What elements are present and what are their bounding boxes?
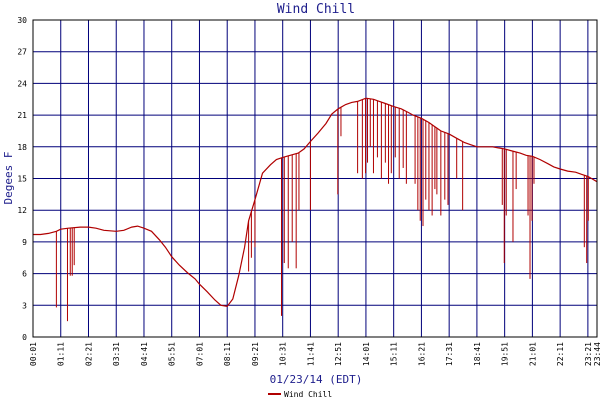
x-tick-label: 15:11	[390, 342, 399, 366]
x-tick-label: 16:21	[417, 342, 426, 366]
y-tick-label: 3	[22, 301, 27, 310]
x-tick-label: 22:11	[556, 342, 565, 366]
x-tick-labels: 00:01 01:11 02:21 03:31 04:41 05:51 07:01 08:11…	[29, 342, 600, 366]
chart-title: Wind Chill	[277, 2, 355, 17]
y-tick-label: 0	[22, 333, 27, 342]
x-tick-label: 19:51	[501, 342, 510, 366]
x-tick-label: 07:01	[195, 342, 204, 366]
plot-border	[32, 19, 598, 338]
y-tick-label: 9	[22, 238, 27, 247]
x-tick-label: 03:31	[112, 342, 121, 366]
y-tick-labels: 0 3 6 9 12 15 18 21 24 27 30	[17, 16, 27, 342]
x-tick-label: 21:01	[528, 342, 537, 366]
y-tick-label: 12	[17, 206, 27, 215]
x-tick-label: 00:01	[29, 342, 38, 366]
y-tick-label: 24	[17, 79, 27, 88]
series-group	[33, 97, 598, 322]
series-line	[33, 97, 598, 308]
x-tick-label: 01:11	[57, 342, 66, 366]
x-tick-label: 12:51	[334, 342, 343, 366]
x-tick-label: 10:31	[279, 342, 288, 366]
x-tick-label: 08:11	[223, 342, 232, 366]
x-tick-label: 23:44	[593, 342, 600, 366]
y-tick-label: 18	[17, 143, 27, 152]
x-tick-label: 14:01	[362, 342, 371, 366]
legend-label: Wind Chill	[284, 390, 332, 399]
x-axis-label: 01/23/14 (EDT)	[270, 373, 363, 386]
x-tick-label: 17:31	[445, 342, 454, 366]
y-axis-label: Degees F	[2, 152, 15, 205]
y-tick-label: 6	[22, 270, 27, 279]
x-tick-label: 04:41	[140, 342, 149, 366]
x-tick-label: 11:41	[306, 342, 315, 366]
x-tick-label: 18:41	[473, 342, 482, 366]
y-tick-label: 15	[17, 175, 27, 184]
grid	[32, 19, 598, 338]
y-tick-label: 21	[17, 111, 27, 120]
x-tick-label: 09:21	[251, 342, 260, 366]
x-tick-label: 23:21	[584, 342, 593, 366]
x-tick-label: 02:21	[84, 342, 93, 366]
y-tick-label: 27	[17, 48, 27, 57]
legend: Wind Chill	[268, 390, 332, 399]
y-tick-label: 30	[17, 16, 27, 25]
x-tick-label: 05:51	[168, 342, 177, 366]
